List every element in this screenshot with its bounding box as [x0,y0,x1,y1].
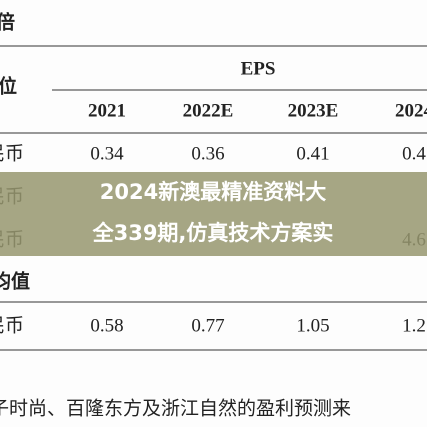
banner-line[interactable]: 全339期,仿真技术方案实 [92,221,334,245]
banner[interactable] [0,172,427,256]
cell: 0.34 [90,143,124,164]
column-header: 2022E [183,100,234,121]
cell: 0.58 [90,315,123,336]
banner-line[interactable]: 2024新澳最精准资料大 [100,180,326,204]
row-header: 位 [0,74,17,97]
footer-text: 子时尚、百隆东方及浙江自然的盈利预测来 [0,397,351,419]
row-label: 民币 [0,142,24,164]
cell: 0.41 [296,143,329,164]
cell: 0.77 [191,315,224,336]
row-label: 民币 [0,314,24,336]
cell: 0.36 [191,143,224,164]
column-header: 2023E [288,100,339,121]
column-header: 2024 [395,100,427,121]
column-header: 2021 [88,100,126,121]
cell: 1.05 [296,315,329,336]
unit-label: 倍 [0,10,15,33]
cell: 1.2 [402,315,426,336]
cell: 0.4 [402,143,426,164]
group-title: EPS [241,58,276,79]
section-label: 均值 [0,269,30,292]
